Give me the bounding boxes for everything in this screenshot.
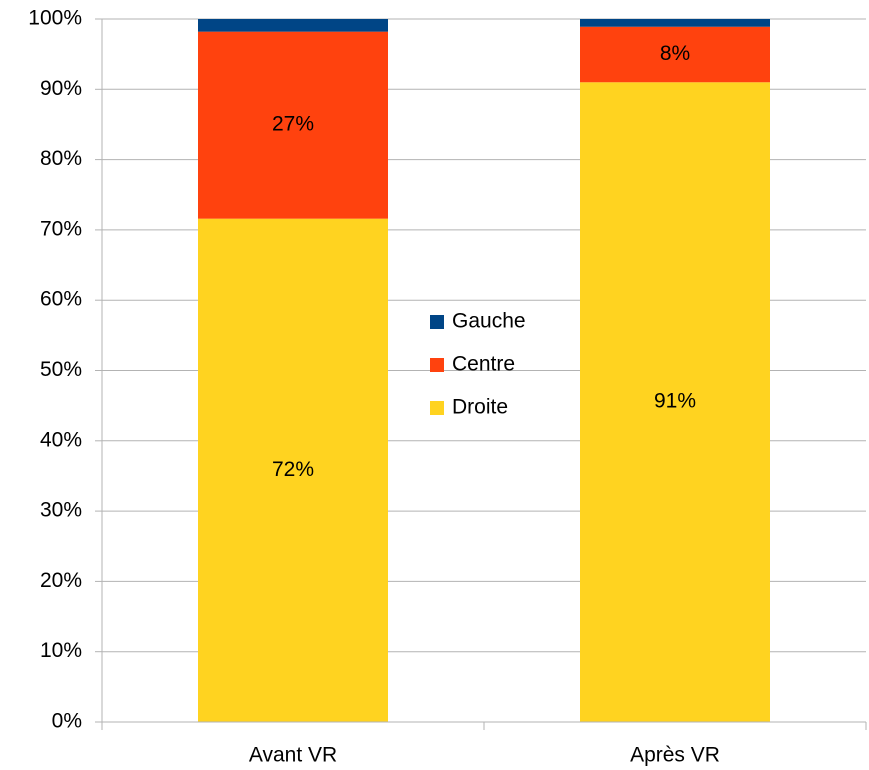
bar-segment	[580, 82, 770, 722]
y-tick-label: 20%	[40, 569, 82, 592]
legend-swatch	[430, 401, 444, 415]
bar-segment	[198, 218, 388, 723]
y-tick-label: 70%	[40, 217, 82, 240]
y-tick-label: 60%	[40, 288, 82, 311]
legend-label: Centre	[452, 353, 515, 376]
x-tick-label: Avant VR	[249, 744, 337, 767]
legend-label: Droite	[452, 396, 508, 419]
y-tick-label: 10%	[40, 639, 82, 662]
bar-segment	[198, 19, 388, 32]
bar-segment	[580, 26, 770, 83]
y-tick-label: 40%	[40, 428, 82, 451]
y-tick-label: 30%	[40, 499, 82, 522]
data-label: 27%	[272, 113, 314, 136]
data-label: 72%	[272, 458, 314, 481]
y-tick-label: 90%	[40, 77, 82, 100]
bar-segment	[580, 19, 770, 27]
data-label: 8%	[660, 42, 690, 65]
legend-swatch	[430, 315, 444, 329]
legend-swatch	[430, 358, 444, 372]
y-tick-label: 0%	[52, 710, 82, 733]
legend-label: Gauche	[452, 310, 526, 333]
data-label: 91%	[654, 390, 696, 413]
bar-segment	[198, 31, 388, 219]
y-tick-label: 80%	[40, 147, 82, 170]
y-tick-label: 100%	[28, 7, 82, 30]
x-tick-label: Après VR	[630, 744, 720, 767]
y-tick-label: 50%	[40, 358, 82, 381]
